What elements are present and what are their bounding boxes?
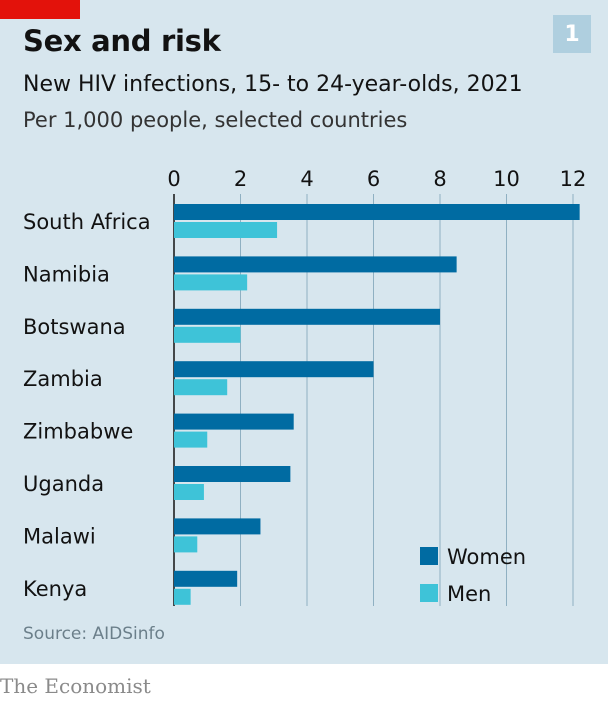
bar-women (174, 204, 580, 220)
x-tick-label: 12 (560, 167, 587, 191)
bar-men (174, 274, 248, 291)
x-tick-label: 0 (167, 167, 180, 191)
category-label: Zimbabwe (23, 420, 133, 444)
x-tick-label: 6 (367, 167, 380, 191)
bar-women (174, 466, 291, 482)
bar-men (174, 431, 208, 448)
chart-title: Sex and risk (23, 24, 221, 58)
legend-label-men: Men (447, 582, 491, 606)
bar-men (174, 484, 204, 500)
category-label: Zambia (23, 367, 103, 391)
brand-red-tag (0, 0, 80, 19)
legend-label-women: Women (447, 545, 526, 569)
category-label: South Africa (23, 210, 151, 234)
bar-women (174, 256, 457, 273)
bar-women (174, 361, 374, 378)
bar-women (174, 570, 238, 587)
bar-chart: 0 2 4 6 8 10 12 South Africa Namibia Botswana Zamb… (23, 167, 587, 606)
category-label: Botswana (23, 315, 126, 339)
legend-swatch-women (420, 547, 438, 565)
x-tick-label: 2 (234, 167, 247, 191)
chart-unit-note: Per 1,000 people, selected countries (23, 108, 408, 132)
x-tick-label: 8 (433, 167, 446, 191)
bar-men (174, 379, 228, 396)
x-tick-label: 4 (300, 167, 313, 191)
category-label: Kenya (23, 577, 87, 601)
category-label: Uganda (23, 472, 104, 496)
bar-women (174, 518, 261, 535)
source-note: Source: AIDSinfo (23, 624, 165, 644)
bar-women (174, 413, 294, 430)
publisher-footer: The Economist (0, 674, 151, 698)
bar-men (174, 326, 241, 343)
chart-subtitle: New HIV infections, 15- to 24-year-olds,… (23, 72, 523, 97)
bar-men (174, 536, 198, 553)
chart-number-badge: 1 (553, 15, 591, 53)
legend-swatch-men (420, 584, 438, 602)
bar-men (174, 588, 191, 605)
bar-men (174, 222, 278, 238)
category-label: Malawi (23, 524, 96, 548)
bar-women (174, 308, 440, 325)
category-label: Namibia (23, 262, 110, 286)
x-tick-label: 10 (493, 167, 520, 191)
